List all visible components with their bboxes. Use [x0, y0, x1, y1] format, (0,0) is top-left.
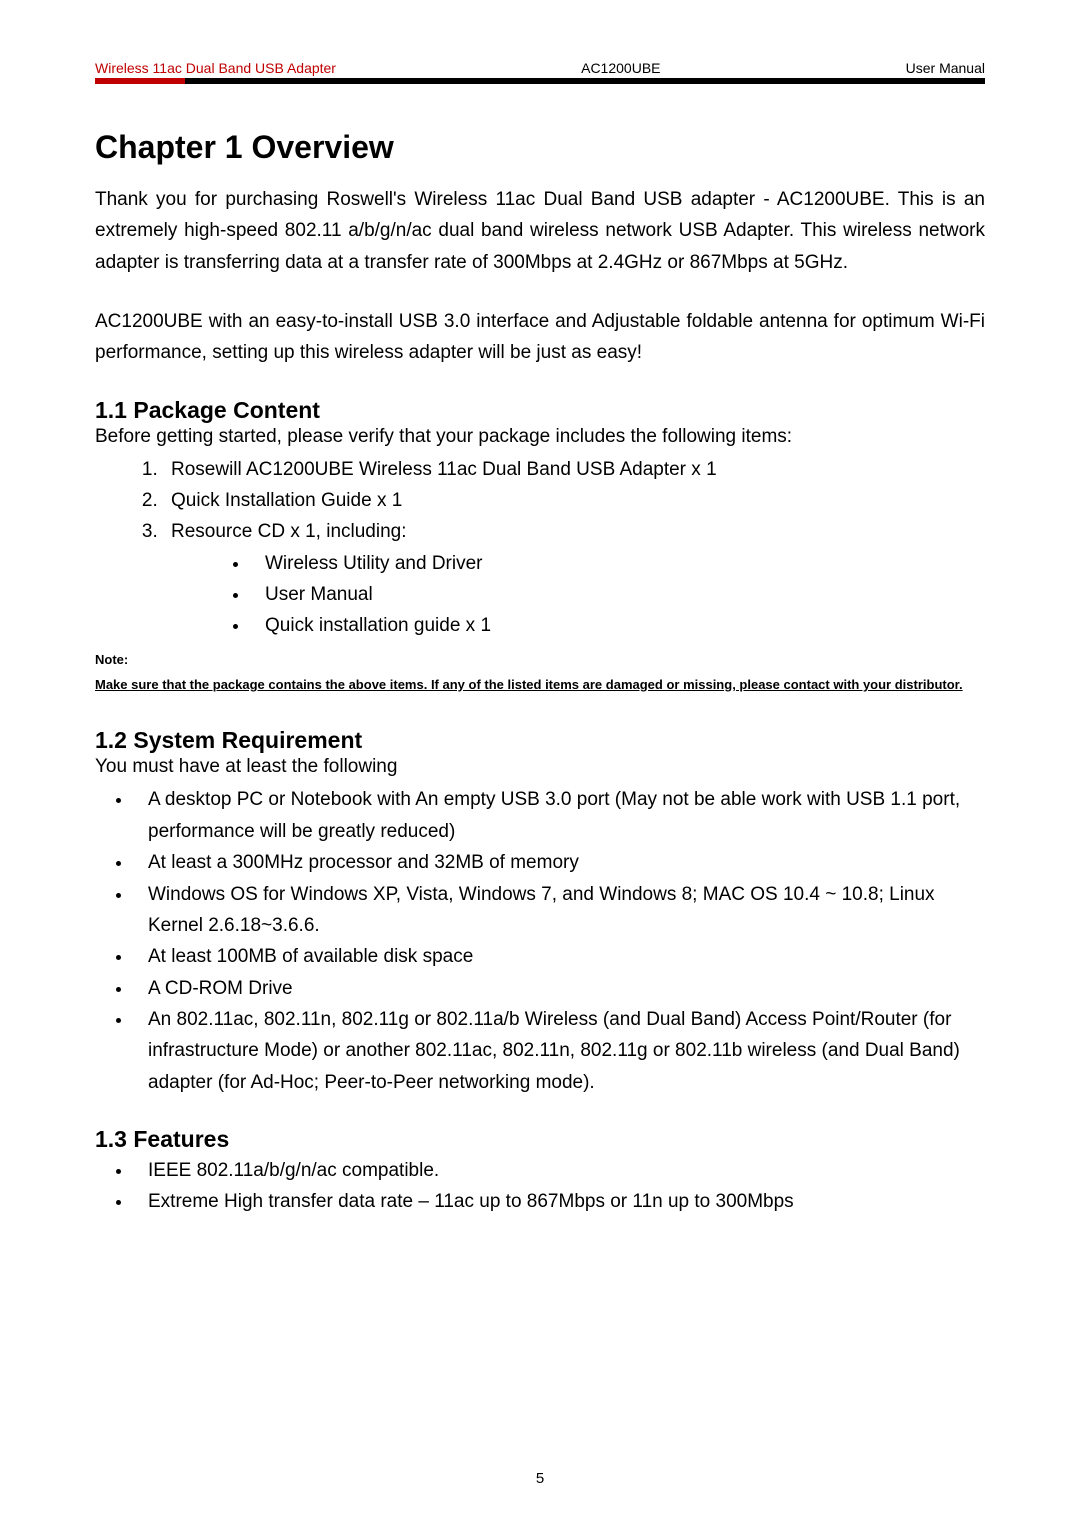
- header-rule-main: [185, 78, 985, 84]
- page: Wireless 11ac Dual Band USB Adapter AC12…: [0, 0, 1080, 1527]
- sysreq-item: At least 100MB of available disk space: [133, 941, 985, 972]
- package-item: Rosewill AC1200UBE Wireless 11ac Dual Ba…: [163, 454, 985, 485]
- package-subitem: User Manual: [250, 579, 985, 610]
- section-1-1-title: 1.1 Package Content: [95, 397, 985, 424]
- sysreq-item: A CD-ROM Drive: [133, 973, 985, 1004]
- feature-item: IEEE 802.11a/b/g/n/ac compatible.: [133, 1155, 985, 1186]
- section-1-3-title: 1.3 Features: [95, 1126, 985, 1153]
- chapter-title: Chapter 1 Overview: [95, 129, 985, 166]
- section-1-2-lead: You must have at least the following: [95, 756, 985, 778]
- feature-item: Extreme High transfer data rate – 11ac u…: [133, 1186, 985, 1217]
- sysreq-item: A desktop PC or Notebook with An empty U…: [133, 784, 985, 847]
- package-subitem: Quick installation guide x 1: [250, 610, 985, 641]
- header-rule-accent: [95, 78, 185, 84]
- note-body: Make sure that the package contains the …: [95, 673, 985, 698]
- header-center-text: AC1200UBE: [581, 60, 660, 76]
- intro-para-2: AC1200UBE with an easy-to-install USB 3.…: [95, 306, 985, 369]
- page-number: 5: [0, 1470, 1080, 1487]
- note-label: Note:: [95, 652, 985, 667]
- package-subitem: Wireless Utility and Driver: [250, 548, 985, 579]
- intro-para-1: Thank you for purchasing Roswell's Wirel…: [95, 184, 985, 278]
- package-item: Resource CD x 1, including:: [163, 516, 985, 547]
- header-rule: [95, 78, 985, 84]
- package-list: Rosewill AC1200UBE Wireless 11ac Dual Ba…: [95, 454, 985, 548]
- sysreq-item: At least a 300MHz processor and 32MB of …: [133, 847, 985, 878]
- sysreq-item: Windows OS for Windows XP, Vista, Window…: [133, 879, 985, 942]
- features-list: IEEE 802.11a/b/g/n/ac compatible. Extrem…: [95, 1155, 985, 1218]
- sysreq-item: An 802.11ac, 802.11n, 802.11g or 802.11a…: [133, 1004, 985, 1098]
- section-1-2-title: 1.2 System Requirement: [95, 727, 985, 754]
- package-item: Quick Installation Guide x 1: [163, 485, 985, 516]
- package-sublist: Wireless Utility and Driver User Manual …: [190, 548, 985, 642]
- header-left-text: Wireless 11ac Dual Band USB Adapter: [95, 60, 336, 76]
- section-1-1-lead: Before getting started, please verify th…: [95, 426, 985, 448]
- header-right-text: User Manual: [906, 60, 985, 76]
- header-row: Wireless 11ac Dual Band USB Adapter AC12…: [95, 60, 985, 76]
- sysreq-list: A desktop PC or Notebook with An empty U…: [95, 784, 985, 1097]
